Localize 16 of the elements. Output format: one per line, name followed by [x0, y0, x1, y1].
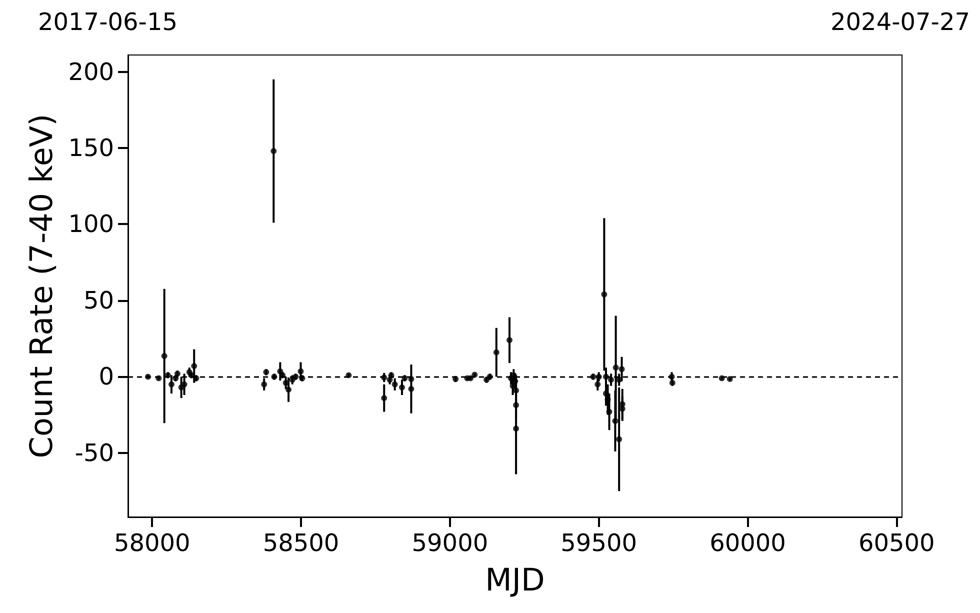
x-tick-label: 58500	[262, 529, 340, 557]
y-tick-label: 50	[83, 286, 114, 314]
text: 2024-07-27	[830, 8, 970, 36]
x-tick-label: 59000	[412, 529, 488, 557]
x-tick-label: 60500	[858, 529, 935, 557]
x-tick-label: 60000	[710, 529, 786, 557]
y-axis-title: Count Rate (7-40 keV)	[24, 114, 60, 458]
y-tick-label: 150	[68, 134, 114, 162]
y-tick-label: 200	[68, 58, 114, 86]
y-tick-label: -50	[74, 438, 114, 467]
x-tick-label: 58000	[114, 529, 190, 557]
x-tick-label: 59500	[560, 529, 638, 557]
x-axis-title: MJD	[485, 562, 545, 598]
text: 2017-06-15	[38, 8, 178, 36]
y-tick-label: 0	[98, 362, 114, 391]
y-tick-label: 100	[68, 210, 114, 238]
